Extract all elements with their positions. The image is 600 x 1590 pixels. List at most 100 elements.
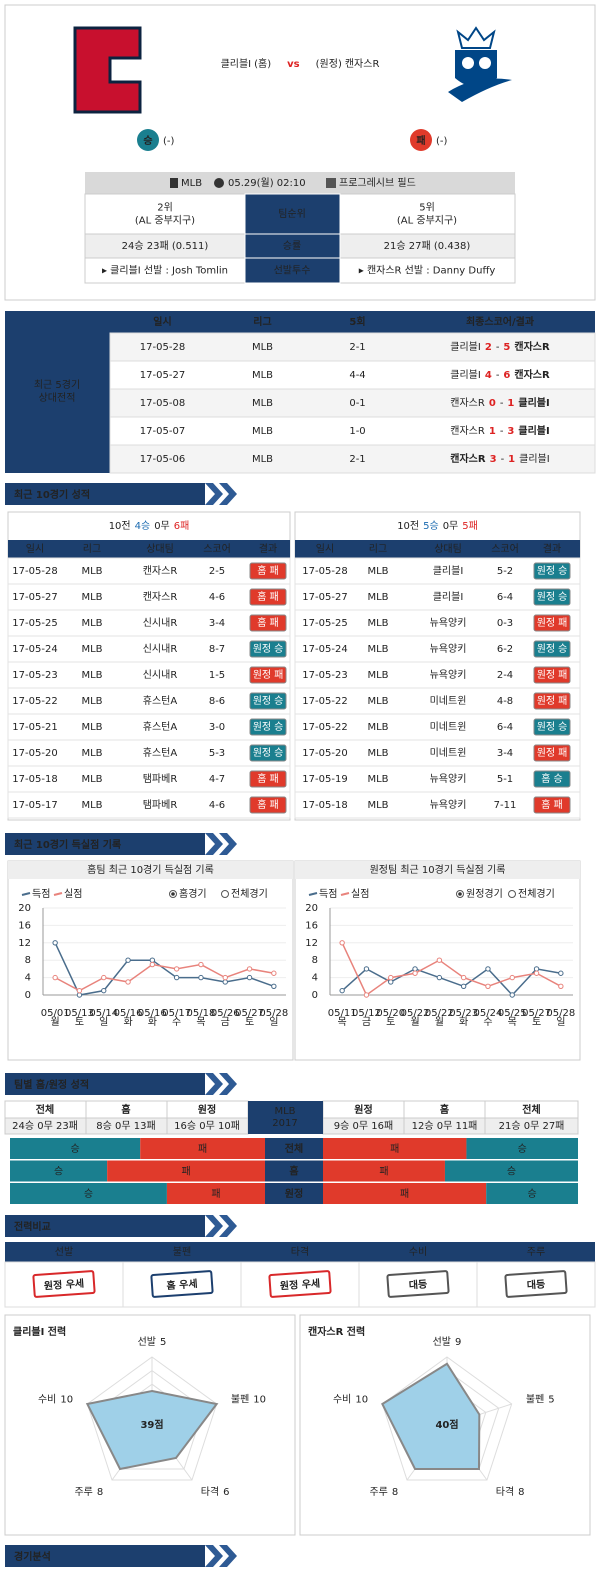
- outcome: 승: [274, 695, 283, 707]
- team: 캔자스R: [514, 368, 550, 381]
- venue: 원정: [537, 747, 555, 759]
- section-title: 최근 10경기 득실점 기록: [14, 838, 121, 851]
- label: 24승 0무 23패: [12, 1120, 78, 1132]
- label: 17-05-20: [12, 748, 57, 759]
- radar-title: 클리블I 전력: [13, 1325, 66, 1338]
- label: MLB: [181, 178, 202, 189]
- outcome: 승: [274, 643, 283, 655]
- outcome: 승: [558, 591, 567, 603]
- label: 상대전적: [39, 392, 76, 404]
- row: [7, 583, 291, 611]
- result-badge: [249, 614, 287, 632]
- h2h-label-cell: [5, 311, 110, 473]
- y-tick-label: 4: [25, 973, 31, 984]
- chart-title-bar: [8, 861, 293, 879]
- result-text: 원정 승: [537, 591, 568, 603]
- point: [509, 992, 515, 998]
- axis-value: 8: [392, 1487, 398, 1498]
- result-text: 원정 패: [537, 747, 568, 759]
- outcome: 패: [558, 747, 567, 759]
- label: MLB: [367, 800, 388, 811]
- loss-bar: [323, 1160, 445, 1182]
- venue: 홈: [257, 772, 266, 785]
- label: (-): [163, 136, 175, 147]
- result-text: 원정 승: [253, 721, 284, 733]
- x-tick-label: 05/17: [162, 1008, 191, 1019]
- label: 탬파베R: [143, 799, 178, 811]
- label: 신시내R: [143, 643, 178, 655]
- x-tick-sublabel: 화: [123, 1016, 132, 1028]
- chart-title: 원정팀 최근 10경기 득실점 기록: [370, 863, 506, 876]
- point: [339, 940, 345, 946]
- point: [222, 974, 228, 981]
- label: 신시내R: [143, 669, 178, 681]
- label: MLB: [252, 398, 273, 409]
- x-tick-label: 05/14: [89, 1008, 118, 1019]
- result-text: 원정 승: [253, 643, 284, 655]
- x-tick-label: 05/26: [211, 1008, 240, 1019]
- team: 클리블I: [519, 453, 550, 465]
- team: 캔자스R: [514, 340, 550, 353]
- label: 승: [143, 135, 152, 147]
- label: (AL 중부지구): [397, 215, 457, 227]
- result-badge: [533, 666, 571, 684]
- x-tick-sublabel: 월: [435, 1016, 444, 1028]
- x-tick-sublabel: 일: [556, 1016, 565, 1028]
- result-badge: [533, 796, 571, 814]
- point: [52, 974, 58, 981]
- stamp-text: 대등: [526, 1277, 545, 1291]
- venue: 원정: [253, 695, 271, 707]
- radio-dot: [458, 892, 462, 896]
- h2h-header: [110, 311, 595, 333]
- final-score: 클리블I 2-5 캔자스R: [450, 340, 550, 353]
- axis-value: 10: [355, 1394, 368, 1405]
- row: [7, 661, 291, 689]
- sep: -: [500, 398, 504, 409]
- point: [339, 987, 345, 994]
- legend-label: 득점: [319, 888, 337, 900]
- summary-part: 0무: [443, 521, 459, 532]
- label: 8승 0무 13패: [96, 1120, 155, 1132]
- series-line: [341, 967, 561, 997]
- series-line: [341, 942, 562, 997]
- label: 미네트윈: [430, 747, 467, 759]
- venue: 원정: [253, 643, 271, 655]
- h2h-row: [109, 360, 596, 390]
- result-text: 원정 승: [537, 721, 568, 733]
- label: 8-6: [209, 696, 225, 707]
- row: [294, 583, 581, 611]
- label: 클리블I: [433, 565, 464, 577]
- total-score: 40점: [435, 1419, 458, 1431]
- label: 리그: [253, 315, 271, 328]
- point: [52, 940, 58, 946]
- label: MLB: [252, 342, 273, 353]
- result-badge: [533, 588, 571, 606]
- label: MLB: [367, 696, 388, 707]
- sep: -: [496, 342, 500, 353]
- radio-label: 홈경기: [179, 887, 207, 900]
- row: [294, 557, 581, 585]
- label: 승: [527, 1188, 536, 1200]
- chevron: [219, 483, 237, 505]
- x-tick-sublabel: 목: [338, 1016, 347, 1028]
- loss-bar: [323, 1183, 487, 1204]
- x-tick-label: 05/27: [235, 1008, 264, 1019]
- label: MLB: [81, 670, 102, 681]
- label: 뉴욕양키: [430, 617, 467, 629]
- result-badge: [533, 562, 571, 580]
- label: 17-05-25: [302, 618, 347, 629]
- legend-swatch: [53, 892, 63, 896]
- summary-part: 5승: [423, 520, 439, 532]
- label: 17-05-22: [302, 696, 347, 707]
- label: 스코어: [491, 543, 519, 555]
- label: 선발: [55, 1246, 73, 1258]
- chevron: [219, 833, 237, 855]
- label: MLB: [367, 566, 388, 577]
- label: 6-2: [497, 644, 513, 655]
- section-title: 전력비교: [14, 1220, 51, 1233]
- point: [412, 966, 418, 972]
- axis-value: 5: [160, 1337, 166, 1348]
- record-summary: 10전 5승 0무 5패: [397, 520, 478, 532]
- axis-value: 5: [548, 1394, 554, 1405]
